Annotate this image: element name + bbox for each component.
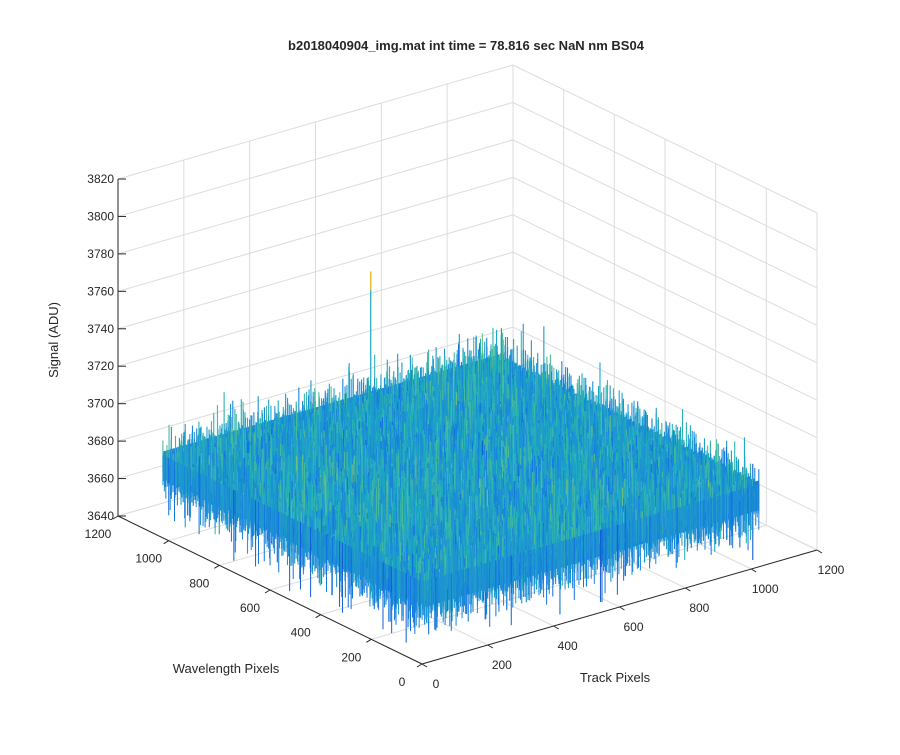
surface-plot: 0200400600800100012000200400600800100012… (0, 0, 900, 750)
